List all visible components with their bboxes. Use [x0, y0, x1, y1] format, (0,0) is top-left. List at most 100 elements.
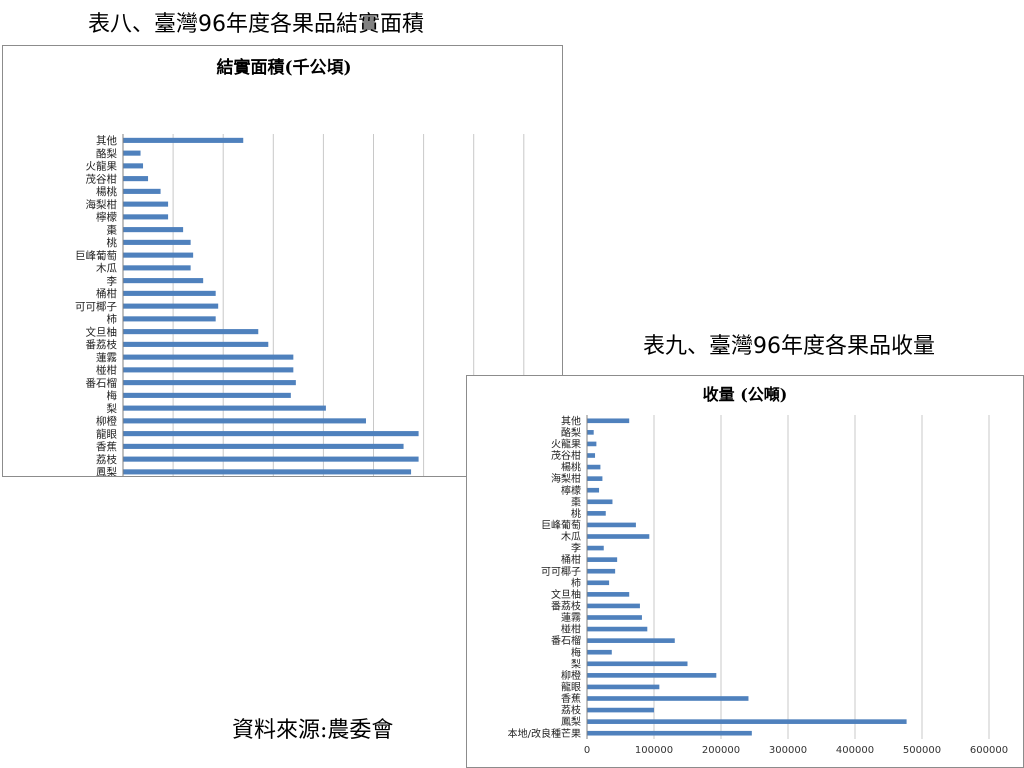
- chart2-tick-label: 400000: [836, 745, 874, 756]
- chart1-bar: [123, 354, 294, 360]
- chart1-category-label: 梨: [107, 402, 118, 415]
- chart2-bar: [587, 453, 596, 458]
- chart1-category-label: 番石榴: [86, 376, 118, 389]
- chart2-tick-label: 600000: [970, 745, 1008, 756]
- chart1-category-label: 酪梨: [96, 147, 117, 160]
- chart2-category-label: 巨峰葡萄: [541, 519, 581, 532]
- data-source-note: 資料來源:農委會: [232, 718, 394, 743]
- chart2-bar: [587, 568, 616, 574]
- chart1-category-label: 李: [107, 274, 118, 287]
- chart1-bar: [123, 265, 191, 271]
- chart1-category-label: 蓮霧: [96, 351, 117, 364]
- slide-title-area: 表八、臺灣96年度各果品結實面積: [88, 12, 424, 37]
- chart1-bar: [123, 329, 259, 335]
- chart2-category-label: 棗: [571, 495, 581, 508]
- chart2-bar: [587, 661, 688, 667]
- chart2-tick-label: 500000: [903, 745, 941, 756]
- chart1-bar: [123, 137, 244, 143]
- chart1-category-label: 楊桃: [96, 185, 117, 198]
- chart2-bar: [587, 615, 642, 620]
- chart2-tick-label: 200000: [702, 745, 740, 756]
- chart1-category-label: 文旦柚: [86, 325, 118, 338]
- chart1-category-label: 木瓜: [96, 263, 117, 275]
- chart2-bar: [587, 730, 752, 736]
- chart2-category-label: 木瓜: [561, 531, 581, 543]
- chart1-category-label: 桃: [107, 236, 118, 249]
- chart1-category-label: 香蕉: [96, 441, 117, 453]
- chart2-category-label: 火龍果: [551, 438, 581, 451]
- chart1-bar: [123, 380, 296, 386]
- chart2-bar: [587, 684, 660, 690]
- chart2-category-label: 桶柑: [561, 553, 581, 566]
- chart2-category-label: 梨: [571, 657, 581, 670]
- area-chart: 結實面積(千公頃)0246810121416其他酪梨火龍果茂谷柑楊桃海梨柑檸檬棗…: [2, 45, 563, 477]
- chart2-bar: [587, 719, 907, 724]
- chart1-bar: [123, 456, 419, 462]
- chart2-category-label: 蓮霧: [561, 611, 581, 624]
- chart1-title: 結實面積(千公頃): [216, 57, 351, 78]
- chart1-category-label: 龍眼: [96, 427, 117, 440]
- chart2-category-label: 柳橙: [561, 669, 581, 682]
- chart2-category-label: 香蕉: [561, 693, 581, 705]
- chart2-category-label: 椪柑: [561, 623, 581, 636]
- chart1-category-label: 柳橙: [96, 415, 117, 428]
- chart2-tick-label: 100000: [635, 745, 673, 756]
- chart1-bar: [123, 150, 141, 156]
- chart1-bar: [123, 316, 216, 322]
- chart2-bar: [587, 545, 604, 551]
- chart2-category-label: 茂谷柑: [551, 449, 581, 462]
- chart1-category-label: 鳳梨: [96, 466, 117, 476]
- chart1-bar: [123, 201, 169, 207]
- chart1-bar: [123, 431, 419, 437]
- chart2-title: 收量 (公噸): [703, 385, 788, 404]
- chart2-category-label: 番石榴: [551, 634, 581, 647]
- chart2-bar: [587, 522, 636, 528]
- chart1-category-label: 檸檬: [96, 211, 117, 224]
- chart2-bar: [587, 557, 618, 562]
- chart2-bar: [587, 418, 630, 424]
- chart2-category-label: 柿: [571, 576, 581, 589]
- chart2-category-label: 桃: [571, 507, 581, 520]
- chart1-category-label: 荔枝: [96, 453, 117, 466]
- production-chart-svg: 收量 (公噸) 0 100000 200000 300000 400000 500000 60…: [508, 385, 1008, 756]
- chart1-category-label: 梅: [107, 389, 118, 402]
- chart1-category-label: 火龍果: [86, 160, 118, 173]
- chart2-category-label: 荔枝: [561, 704, 581, 717]
- chart2-bar: [587, 673, 717, 678]
- chart1-bar: [123, 303, 219, 309]
- chart1-bar: [123, 252, 194, 258]
- chart2-tick-label: 300000: [769, 745, 807, 756]
- chart2-category-label: 龍眼: [561, 681, 581, 694]
- production-chart: 收量 (公噸) 0 100000 200000 300000 400000 500000 60…: [466, 375, 1024, 768]
- chart2-bar: [587, 441, 597, 447]
- chart1-bar: [123, 392, 291, 398]
- chart2-bar: [587, 511, 606, 516]
- chart1-bar: [123, 278, 204, 284]
- chart1-category-label: 海梨柑: [86, 198, 118, 211]
- chart2-bar: [587, 464, 601, 470]
- chart2-category-label: 檸檬: [561, 484, 581, 497]
- chart2-bar: [587, 487, 600, 493]
- chart1-bar: [123, 214, 169, 220]
- chart2-bar: [587, 649, 612, 655]
- chart2-bar: [587, 603, 640, 609]
- chart2-bar: [587, 626, 648, 632]
- chart1-bar: [123, 367, 294, 373]
- chart1-bar: [123, 418, 366, 424]
- chart2-bar: [587, 696, 749, 701]
- chart2-category-label: 文旦柚: [551, 588, 581, 601]
- chart1-bar: [123, 163, 144, 169]
- chart1-bar: [123, 227, 184, 233]
- chart1-bar: [123, 188, 161, 194]
- chart2-category-label: 本地/改良種芒果: [508, 727, 581, 740]
- chart2-bar: [587, 638, 675, 643]
- chart2-bar: [587, 476, 603, 481]
- chart1-bar: [123, 239, 191, 245]
- chart1-bar: [123, 469, 412, 475]
- chart2-tick-label: 0: [584, 745, 590, 756]
- chart2-category-label: 海梨柑: [551, 472, 581, 485]
- slide-title-production: 表九、臺灣96年度各果品收量: [643, 334, 935, 359]
- chart1-category-label: 可可椰子: [75, 300, 117, 313]
- chart2-category-label: 鳳梨: [561, 715, 581, 728]
- chart1-category-label: 番荔枝: [86, 338, 118, 351]
